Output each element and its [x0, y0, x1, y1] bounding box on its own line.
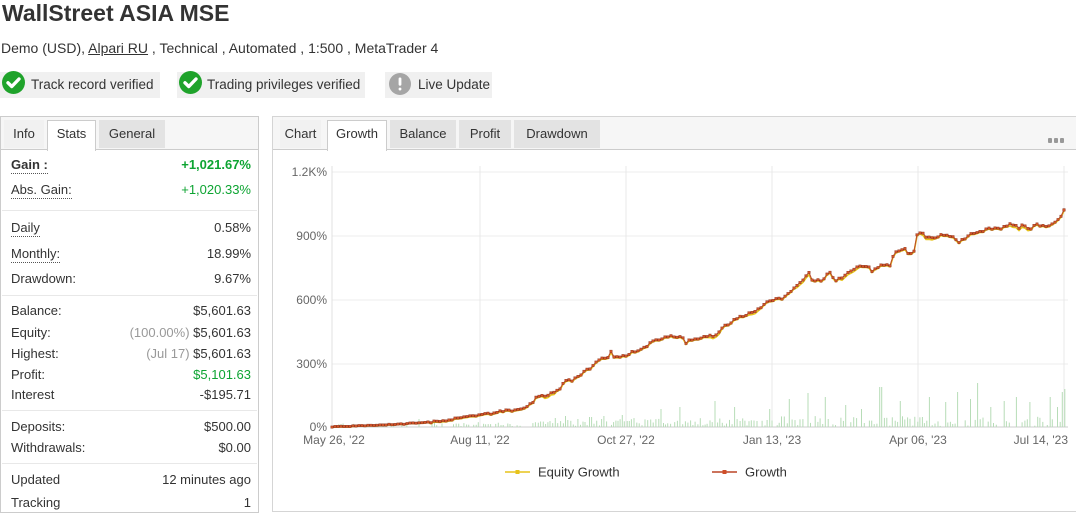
svg-text:0%: 0%: [310, 420, 328, 434]
svg-text:600%: 600%: [296, 293, 327, 307]
svg-text:900%: 900%: [296, 229, 327, 243]
svg-text:Apr 06, '23: Apr 06, '23: [889, 433, 947, 447]
svg-text:Aug 11, '22: Aug 11, '22: [450, 433, 510, 447]
svg-text:Jul 14, '23: Jul 14, '23: [1014, 433, 1069, 447]
svg-text:1.2K%: 1.2K%: [292, 165, 328, 179]
svg-text:May 26, '22: May 26, '22: [303, 433, 365, 447]
svg-text:Growth: Growth: [745, 465, 787, 480]
svg-text:Jan 13, '23: Jan 13, '23: [743, 433, 802, 447]
svg-text:Oct 27, '22: Oct 27, '22: [597, 433, 655, 447]
svg-text:Equity Growth: Equity Growth: [538, 465, 620, 480]
svg-text:300%: 300%: [296, 357, 327, 371]
